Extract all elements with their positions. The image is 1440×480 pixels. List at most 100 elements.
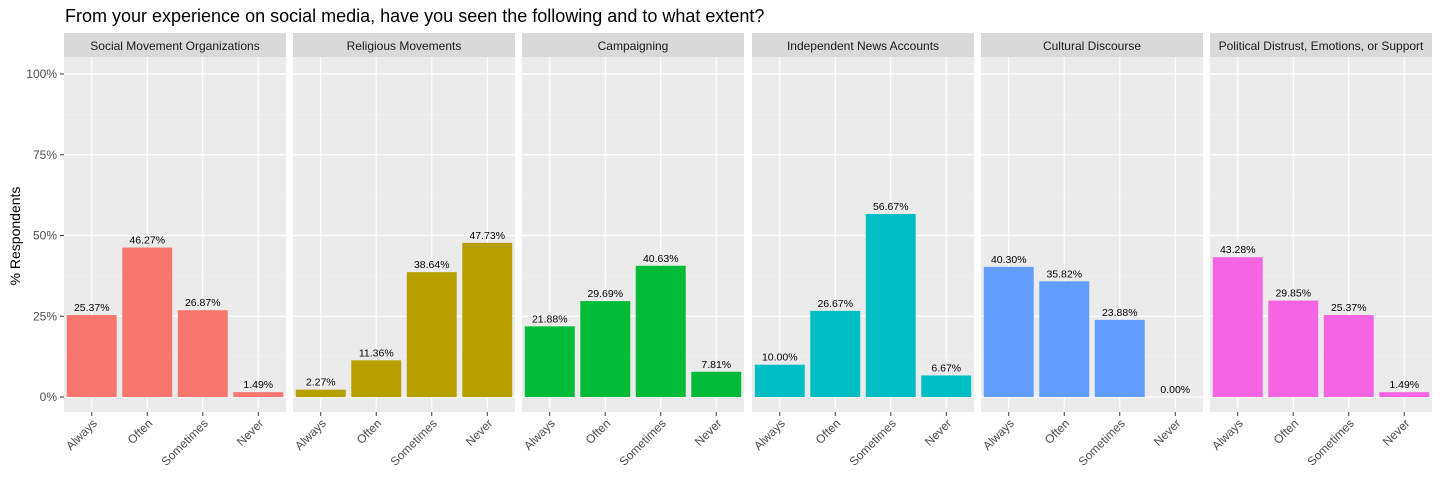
facet-strip — [981, 33, 1203, 57]
x-tick-label: Often — [583, 416, 614, 447]
bar-data-label: 47.73% — [469, 230, 505, 242]
bar-data-label: 56.67% — [873, 201, 909, 213]
bar-data-label: 40.30% — [991, 254, 1027, 266]
facet-strip-label: Cultural Discourse — [1043, 39, 1141, 53]
bar — [1379, 392, 1430, 397]
y-axis-ticks: 0% 25% 50% 75% 100% — [26, 67, 64, 404]
bar — [810, 310, 861, 397]
x-tick-label: Often — [1271, 416, 1302, 447]
y-tick-label: 100% — [26, 67, 57, 81]
y-tick-label: 0% — [40, 390, 58, 404]
bar — [1268, 300, 1319, 397]
bar-data-label: 11.36% — [359, 347, 394, 359]
bar-data-label: 25.37% — [74, 302, 110, 314]
facet-strip-label: Independent News Accounts — [787, 39, 939, 53]
bar — [66, 315, 117, 397]
bar — [351, 360, 402, 397]
bar-data-label: 26.87% — [185, 297, 221, 309]
bar-data-label: 25.37% — [1331, 302, 1367, 314]
bar — [524, 326, 575, 397]
y-tick-label: 75% — [33, 148, 57, 162]
bar-data-label: 21.88% — [532, 313, 568, 325]
x-tick-label: Sometimes — [617, 416, 669, 468]
facet-panel: Political Distrust, Emotions, or Support… — [1209, 33, 1432, 469]
bar — [1212, 257, 1263, 397]
bar-data-label: 43.28% — [1220, 244, 1256, 256]
x-tick-label: Always — [1209, 416, 1246, 453]
bar — [177, 310, 228, 397]
facet-panel: Independent News Accounts 10.00% Always 26.… — [751, 33, 974, 469]
x-tick-label: Sometimes — [388, 416, 440, 468]
facet-strip — [64, 33, 286, 57]
bar — [295, 389, 346, 397]
bar — [406, 272, 457, 397]
bar — [1039, 281, 1090, 397]
x-tick-label: Always — [63, 416, 100, 453]
bar — [635, 265, 686, 397]
x-tick-label: Often — [1042, 416, 1073, 447]
bar — [233, 392, 284, 397]
bar — [921, 375, 972, 397]
x-tick-label: Never — [1380, 416, 1413, 449]
bar-data-label: 10.00% — [762, 352, 798, 364]
bar-data-label: 1.49% — [243, 379, 273, 391]
facet-panel: Cultural Discourse 40.30% Always 35.82% Ofte… — [980, 33, 1203, 469]
bar — [865, 213, 916, 397]
bar-data-label: 29.69% — [587, 288, 623, 300]
facet-panel: Campaigning 21.88% Always 29.69% Often 40.63%… — [521, 33, 744, 469]
facet-strip-label: Campaigning — [598, 39, 669, 53]
facet-panel: Religious Movements 2.27% Always 11.36% Ofte… — [292, 33, 515, 469]
facet-strip-label: Social Movement Organizations — [90, 39, 259, 53]
bar — [691, 371, 742, 397]
chart-title: From your experience on social media, ha… — [65, 6, 764, 26]
x-tick-label: Always — [751, 416, 788, 453]
facet-panel: Social Movement Organizations 25.37% Alway… — [63, 33, 286, 469]
x-tick-label: Sometimes — [159, 416, 211, 468]
bar-data-label: 7.81% — [701, 359, 731, 371]
bar-data-label: 38.64% — [414, 259, 450, 271]
y-tick-label: 50% — [33, 229, 57, 243]
facet-strip-label: Political Distrust, Emotions, or Support — [1219, 39, 1424, 53]
x-tick-label: Sometimes — [847, 416, 899, 468]
bar-data-label: 2.27% — [306, 377, 336, 389]
bar-data-label: 26.67% — [817, 298, 853, 310]
bar — [1323, 315, 1374, 397]
facet-strip — [293, 33, 515, 57]
y-tick-label: 25% — [33, 309, 57, 323]
x-tick-label: Always — [980, 416, 1017, 453]
x-tick-label: Often — [813, 416, 844, 447]
x-tick-label: Often — [354, 416, 385, 447]
facet-strip — [752, 33, 974, 57]
bar-data-label: 1.49% — [1389, 379, 1419, 391]
x-tick-label: Always — [521, 416, 558, 453]
x-tick-label: Never — [922, 416, 955, 449]
y-axis-title: % Respondents — [7, 187, 23, 286]
x-tick-label: Always — [292, 416, 329, 453]
bar-data-label: 0.00% — [1160, 384, 1190, 396]
bar — [462, 242, 513, 397]
bar — [754, 364, 805, 397]
bar-data-label: 40.63% — [643, 253, 679, 265]
bar-data-label: 6.67% — [931, 362, 961, 374]
x-tick-label: Never — [463, 416, 496, 449]
bar-data-label: 29.85% — [1275, 288, 1311, 300]
bar — [1094, 319, 1145, 397]
panel-background — [752, 57, 974, 412]
x-tick-label: Sometimes — [1305, 416, 1357, 468]
bar — [580, 301, 631, 397]
x-tick-label: Sometimes — [1076, 416, 1128, 468]
bar — [122, 247, 173, 397]
bar — [983, 266, 1034, 397]
facet-strip — [522, 33, 744, 57]
facet-strip-label: Religious Movements — [347, 39, 462, 53]
bar-data-label: 23.88% — [1102, 307, 1138, 319]
bar-data-label: 35.82% — [1046, 268, 1082, 280]
facet-strip — [1210, 33, 1432, 57]
x-tick-label: Often — [125, 416, 156, 447]
x-tick-label: Never — [234, 416, 267, 449]
x-tick-label: Never — [1151, 416, 1184, 449]
x-tick-label: Never — [692, 416, 725, 449]
facet-panels: Social Movement Organizations 25.37% Alway… — [63, 33, 1432, 469]
bar-data-label: 46.27% — [129, 235, 165, 247]
